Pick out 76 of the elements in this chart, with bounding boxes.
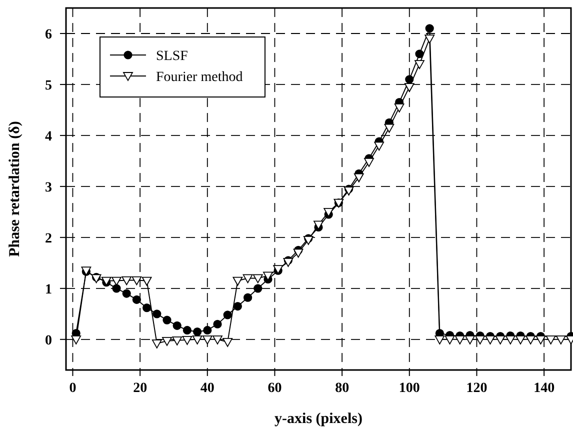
point [233,302,242,311]
point [424,34,435,44]
y-axis-title: Phase retardation (δ) [7,121,23,257]
point [203,326,212,335]
point [152,310,162,318]
point [172,321,182,330]
point [263,272,273,281]
x-tick-label: 140 [534,381,555,396]
point [536,335,546,344]
point [546,335,556,344]
point [444,335,455,344]
point [142,276,152,286]
x-tick-label: 60 [268,381,282,396]
point [244,293,252,302]
point [254,284,262,293]
point [112,284,121,293]
point [162,316,172,324]
point [152,340,162,348]
point [71,335,82,344]
point [192,335,202,344]
x-tick-label: 80 [335,381,350,396]
legend-label: SLSF [156,49,188,64]
point [526,335,536,344]
point [434,335,445,344]
x-tick-label: 40 [200,381,214,396]
point [122,289,131,298]
point [172,336,182,346]
y-tick-label: 6 [45,27,52,42]
point [374,142,384,151]
point [404,83,414,92]
point [454,335,465,344]
point [485,335,496,344]
point [465,335,475,344]
y-tick-label: 5 [45,78,52,94]
point [213,320,222,328]
point [122,276,132,286]
point [182,336,192,345]
point [556,335,566,344]
point [293,248,304,258]
y-tick-label: 1 [45,282,52,298]
legend-label: Fourier method [156,70,243,85]
y-tick-label: 3 [45,180,52,196]
point [324,208,334,217]
point [242,274,253,284]
point [193,327,202,336]
x-tick-label: 100 [398,381,420,396]
point [223,310,232,320]
x-tick-label: 120 [466,381,488,396]
point [495,335,506,344]
point [212,335,222,344]
point [222,338,233,347]
point [425,24,434,33]
point [475,335,486,344]
y-tick-label: 4 [45,129,52,144]
y-tick-label: 0 [45,333,52,348]
point [132,276,142,286]
point [394,103,404,112]
y-tick-label: 2 [45,231,52,246]
point [354,173,364,182]
point [505,335,516,344]
point [182,326,192,335]
point [132,295,141,304]
point [142,303,152,312]
point [202,335,212,344]
x-axis-title: y-axis (pixels) [274,411,362,427]
point [162,336,172,346]
x-tick-label: 0 [69,381,76,396]
point [252,274,263,284]
point [516,335,526,344]
point [112,276,122,286]
x-tick-label: 20 [133,381,148,396]
point [415,50,424,58]
point [414,60,424,70]
point [232,276,243,286]
point [364,158,374,167]
point [384,124,394,133]
